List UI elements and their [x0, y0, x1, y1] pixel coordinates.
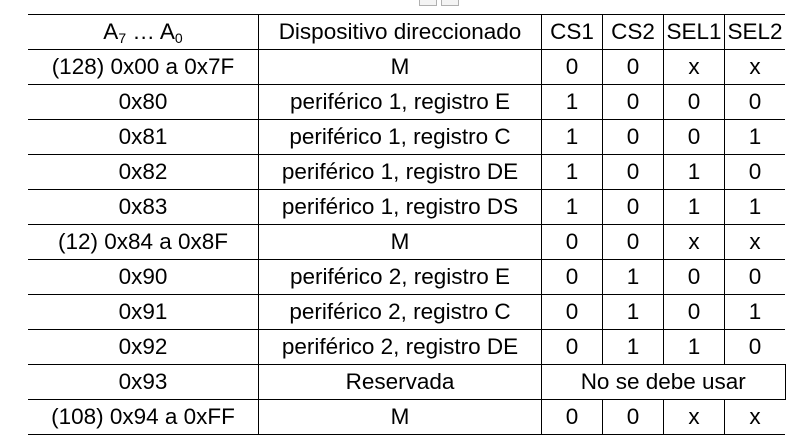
table-row: (108) 0x94 a 0xFF M 0 0 x x [28, 399, 785, 435]
device-cell: M [258, 49, 542, 85]
address-cell: 0x90 [28, 259, 259, 295]
header-address-low-sub: 0 [174, 30, 183, 46]
sel2-cell: 1 [724, 119, 785, 155]
cs1-cell: 0 [541, 49, 603, 85]
sel2-cell: 0 [724, 84, 785, 120]
table-row: 0x82 periférico 1, registro DE 1 0 1 0 [28, 154, 785, 190]
cs1-cell: 0 [541, 224, 603, 260]
sel2-cell: 0 [724, 259, 785, 295]
address-cell: 0x91 [28, 294, 259, 330]
header-sel1: SEL1 [663, 14, 725, 50]
table-header-row: A7 … A0 Dispositivo direccionado CS1 CS2… [28, 14, 785, 50]
cs2-cell: 0 [602, 119, 664, 155]
header-address-high-sub: 7 [118, 30, 127, 46]
cs2-cell: 0 [602, 224, 664, 260]
address-cell: 0x93 [28, 364, 259, 400]
address-cell: 0x81 [28, 119, 259, 155]
address-cell: (128) 0x00 a 0x7F [28, 49, 259, 85]
table-row: (12) 0x84 a 0x8F M 0 0 x x [28, 224, 785, 260]
sel1-cell: x [663, 224, 725, 260]
header-sel2: SEL2 [724, 14, 785, 50]
cs1-cell: 1 [541, 154, 603, 190]
cs2-cell: 0 [602, 84, 664, 120]
sel1-cell: 0 [663, 84, 725, 120]
header-address-prefix-low: A [159, 19, 175, 44]
cs1-cell: 1 [541, 84, 603, 120]
cs1-cell: 0 [541, 259, 603, 295]
table-row: 0x92 periférico 2, registro DE 0 1 1 0 [28, 329, 785, 365]
cs2-cell: 0 [602, 399, 664, 435]
device-cell: periférico 1, registro E [258, 84, 542, 120]
cs2-cell: 0 [602, 154, 664, 190]
sel1-cell: 0 [663, 259, 725, 295]
sel2-cell: 0 [724, 329, 785, 365]
address-cell: 0x80 [28, 84, 259, 120]
resize-handle-right[interactable] [441, 0, 459, 6]
sel2-cell: 0 [724, 154, 785, 190]
merged-signal-cell: No se debe usar [541, 364, 786, 400]
cs1-cell: 1 [541, 189, 603, 225]
sel2-cell: 1 [724, 294, 785, 330]
table-row: 0x83 periférico 1, registro DS 1 0 1 1 [28, 189, 785, 225]
device-cell: periférico 2, registro E [258, 259, 542, 295]
cs2-cell: 0 [602, 49, 664, 85]
sel1-cell: 1 [663, 189, 725, 225]
cs1-cell: 0 [541, 399, 603, 435]
address-cell: (12) 0x84 a 0x8F [28, 224, 259, 260]
device-cell: Reservada [258, 364, 542, 400]
device-cell: M [258, 224, 542, 260]
device-cell: periférico 1, registro DE [258, 154, 542, 190]
cs1-cell: 1 [541, 119, 603, 155]
cs1-cell: 0 [541, 329, 603, 365]
sel1-cell: 0 [663, 119, 725, 155]
sel1-cell: 1 [663, 154, 725, 190]
address-cell: (108) 0x94 a 0xFF [28, 399, 259, 435]
header-device: Dispositivo direccionado [258, 14, 542, 50]
table-row: 0x93 Reservada No se debe usar [28, 364, 786, 400]
address-cell: 0x92 [28, 329, 259, 365]
sel2-cell: x [724, 49, 785, 85]
header-cs2: CS2 [602, 14, 664, 50]
sel2-cell: x [724, 399, 785, 435]
cs2-cell: 1 [602, 294, 664, 330]
device-cell: periférico 2, registro C [258, 294, 542, 330]
sel1-cell: x [663, 399, 725, 435]
address-cell: 0x83 [28, 189, 259, 225]
device-cell: periférico 1, registro DS [258, 189, 542, 225]
header-address-ellipsis: … [126, 19, 160, 44]
address-map-table: A7 … A0 Dispositivo direccionado CS1 CS2… [28, 14, 786, 435]
table-row: (128) 0x00 a 0x7F M 0 0 x x [28, 49, 785, 85]
header-cs1: CS1 [541, 14, 603, 50]
resize-handle-left[interactable] [419, 0, 437, 6]
header-address-range: A7 … A0 [28, 14, 259, 50]
sel2-cell: 1 [724, 189, 785, 225]
device-cell: periférico 2, registro DE [258, 329, 542, 365]
address-cell: 0x82 [28, 154, 259, 190]
device-cell: periférico 1, registro C [258, 119, 542, 155]
cs2-cell: 1 [602, 259, 664, 295]
sel1-cell: x [663, 49, 725, 85]
cs2-cell: 0 [602, 189, 664, 225]
sel1-cell: 1 [663, 329, 725, 365]
device-cell: M [258, 399, 542, 435]
sel2-cell: x [724, 224, 785, 260]
sel1-cell: 0 [663, 294, 725, 330]
header-address-prefix-high: A [103, 19, 119, 44]
cs2-cell: 1 [602, 329, 664, 365]
cs1-cell: 0 [541, 294, 603, 330]
